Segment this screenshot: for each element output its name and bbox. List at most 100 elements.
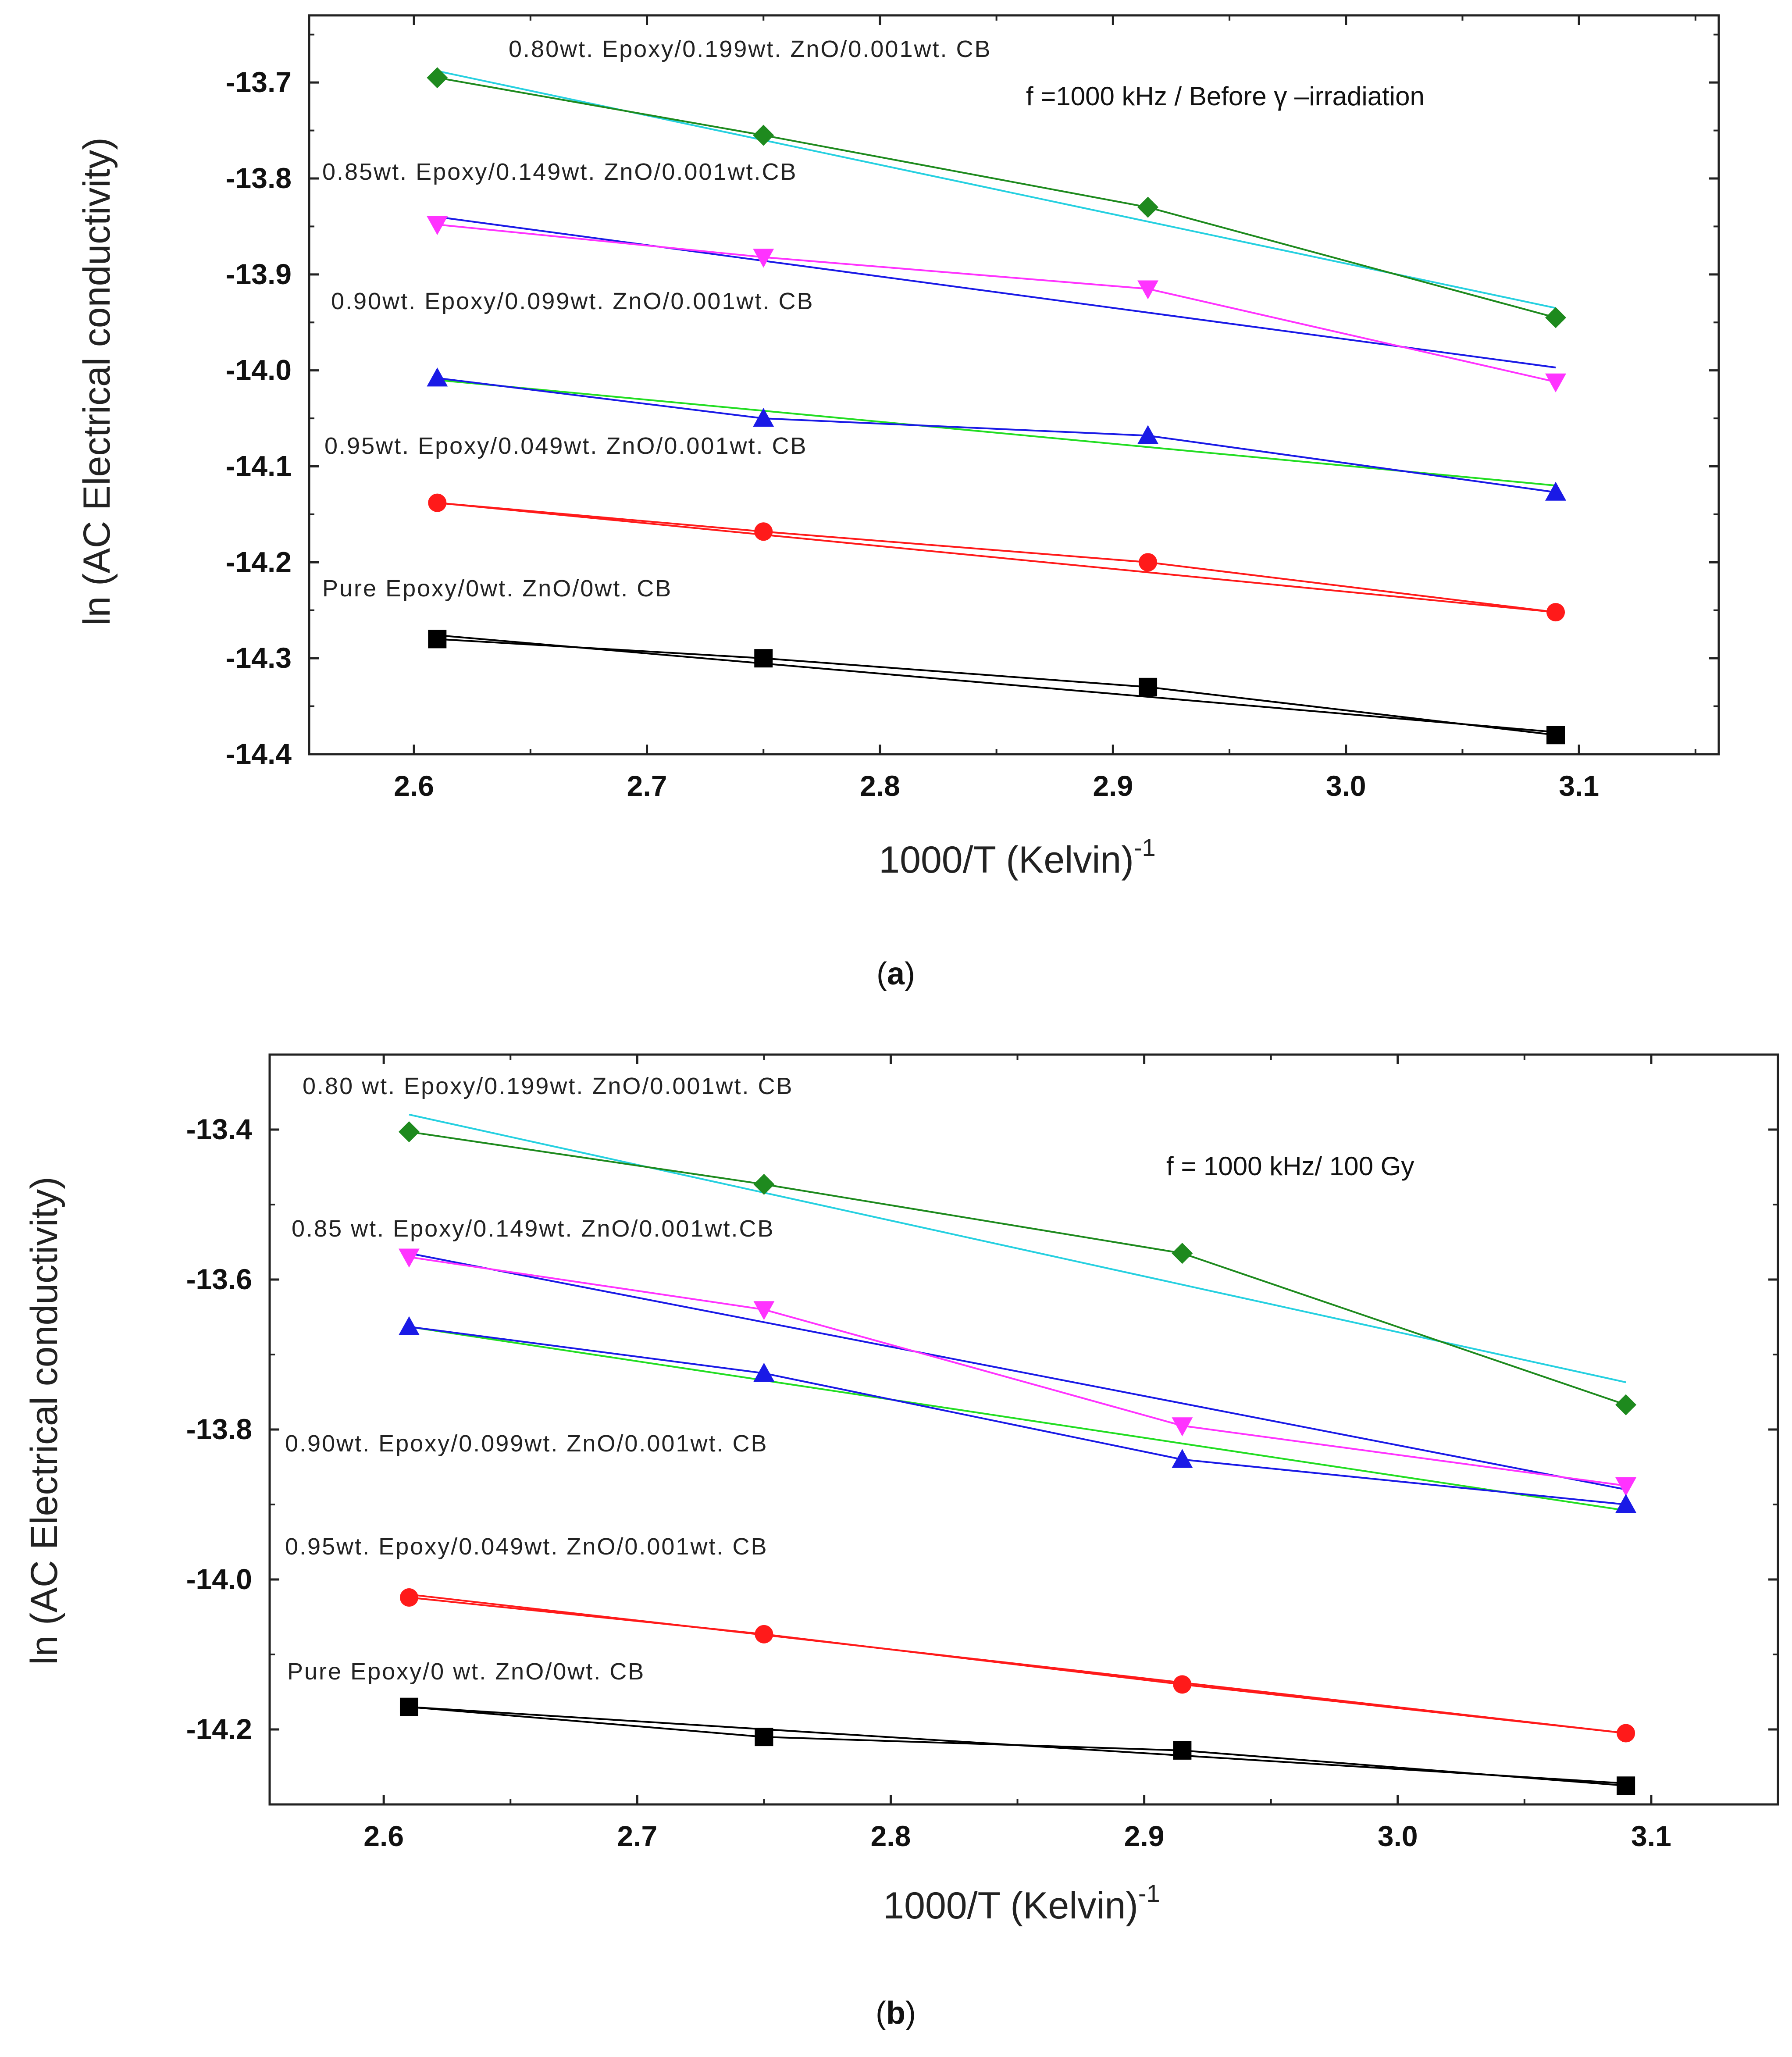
series-line	[437, 502, 1556, 613]
y-tick-label: -14.0	[226, 354, 292, 386]
x-tick-label: 2.6	[394, 770, 434, 802]
data-point-triangle-up	[753, 1362, 775, 1382]
x-axis-label-main: 1000/T (Kelvin)	[883, 1885, 1138, 1927]
series-label: 0.90wt. Epoxy/0.099wt. ZnO/0.001wt. CB	[285, 1430, 768, 1457]
y-tick-label: -14.2	[226, 545, 292, 578]
data-point-triangle-down	[1137, 280, 1159, 299]
y-tick-label: -13.6	[186, 1263, 252, 1295]
x-tick-label: 2.8	[860, 770, 900, 802]
y-tick-label: -13.7	[226, 66, 292, 98]
series-line	[409, 1597, 1626, 1734]
data-point-square	[399, 1697, 418, 1716]
data-point-circle	[755, 1625, 773, 1643]
series-line	[437, 638, 1556, 736]
y-tick-label: -14.0	[186, 1563, 252, 1595]
data-point-square	[428, 630, 447, 649]
x-tick-label: 2.9	[1124, 1820, 1165, 1852]
fit-line	[437, 379, 1556, 487]
y-axis-label: ln (AC Electrical conductivity)	[76, 137, 118, 626]
data-point-triangle-down	[1172, 1417, 1193, 1437]
data-point-diamond	[427, 67, 448, 89]
x-tick-label: 2.9	[1093, 770, 1133, 802]
x-tick-label: 3.0	[1326, 770, 1366, 802]
data-point-diamond	[1545, 307, 1567, 328]
fit-line	[409, 1113, 1626, 1383]
data-point-circle	[1173, 1675, 1192, 1694]
data-point-circle	[754, 522, 773, 541]
series-line	[437, 377, 1556, 493]
series-label: 0.90wt. Epoxy/0.099wt. ZnO/0.001wt. CB	[331, 288, 814, 314]
data-point-triangle-up	[1615, 1494, 1637, 1513]
data-point-diamond	[753, 1173, 775, 1195]
x-tick-label: 2.7	[617, 1820, 657, 1852]
plot-frame	[308, 14, 1720, 756]
x-tick-label: 2.6	[363, 1820, 404, 1852]
data-point-diamond	[398, 1121, 420, 1143]
x-axis-label-main: 1000/T (Kelvin)	[879, 839, 1134, 881]
data-point-triangle-down	[398, 1248, 420, 1268]
panel-a-chart: -13.7 -13.8 -13.9 -14.0 -14.1 -14.2 -14.…	[76, 14, 1720, 991]
data-point-square	[1546, 726, 1565, 745]
data-point-diamond	[753, 125, 774, 146]
series-line	[409, 1326, 1626, 1505]
series-label: Pure Epoxy/0wt. ZnO/0wt. CB	[322, 575, 672, 602]
panel-label: (b)	[876, 1996, 916, 2031]
x-axis-label: 1000/T (Kelvin)-1	[883, 1879, 1160, 1927]
data-point-triangle-down	[427, 216, 448, 235]
panel-letter: b	[886, 1996, 905, 2031]
data-point-circle	[428, 493, 447, 512]
data-point-triangle-up	[1137, 425, 1159, 444]
data-point-triangle-down	[753, 1301, 775, 1320]
x-axis-label: 1000/T (Kelvin)-1	[879, 834, 1155, 881]
data-point-triangle-down	[1545, 373, 1567, 392]
series-label: 0.85 wt. Epoxy/0.149wt. ZnO/0.001wt.CB	[292, 1216, 775, 1242]
y-tick-label: -14.1	[226, 450, 292, 482]
data-point-triangle-up	[1172, 1449, 1193, 1468]
y-tick-label: -13.8	[186, 1413, 252, 1445]
data-point-square	[1617, 1776, 1635, 1795]
series-line	[437, 77, 1556, 319]
x-tick-label: 3.1	[1559, 770, 1599, 802]
condition-annotation: f = 1000 kHz/ 100 Gy	[1166, 1151, 1414, 1181]
x-axis-label-exponent: -1	[1134, 834, 1156, 861]
data-point-square	[755, 1728, 773, 1747]
data-point-circle	[399, 1588, 418, 1607]
fit-line	[409, 1326, 1626, 1512]
data-point-triangle-up	[753, 408, 774, 427]
data-point-diamond	[1172, 1243, 1193, 1264]
data-point-diamond	[1615, 1394, 1637, 1415]
x-tick-label: 3.1	[1631, 1820, 1671, 1852]
y-tick-label: -14.3	[226, 642, 292, 674]
panel-label: (a)	[876, 956, 915, 991]
data-point-square	[754, 649, 773, 668]
x-tick-label: 2.7	[627, 770, 667, 802]
y-tick-label: -13.9	[226, 258, 292, 290]
y-tick-label: -14.2	[186, 1713, 252, 1745]
series-line	[437, 224, 1556, 383]
data-point-circle	[1617, 1724, 1635, 1743]
series-label: 0.95wt. Epoxy/0.049wt. ZnO/0.001wt. CB	[324, 433, 808, 459]
series-label: Pure Epoxy/0 wt. ZnO/0wt. CB	[287, 1658, 645, 1685]
series-label: 0.80 wt. Epoxy/0.199wt. ZnO/0.001wt. CB	[303, 1073, 794, 1099]
data-point-circle	[1139, 553, 1158, 572]
fit-line	[437, 502, 1556, 613]
data-point-diamond	[1137, 196, 1159, 218]
series-label: 0.85wt. Epoxy/0.149wt. ZnO/0.001wt.CB	[322, 159, 798, 185]
series-label: 0.80wt. Epoxy/0.199wt. ZnO/0.001wt. CB	[509, 36, 992, 62]
panel-letter: a	[887, 956, 905, 991]
data-point-square	[1139, 677, 1158, 696]
x-tick-label: 3.0	[1378, 1820, 1418, 1852]
y-tick-label: -14.4	[226, 738, 292, 770]
panel-b-chart: -13.4 -13.6 -13.8 -14.0 -14.2 2.6 2.7 2.…	[23, 1053, 1779, 2031]
data-point-triangle-up	[398, 1316, 420, 1335]
condition-annotation: f =1000 kHz / Before γ –irradiation	[1026, 82, 1425, 111]
data-point-triangle-down	[753, 249, 774, 268]
plot-frame	[268, 1053, 1779, 1806]
data-point-triangle-up	[427, 367, 448, 387]
x-axis-label-exponent: -1	[1138, 1879, 1160, 1907]
series-line	[409, 1131, 1626, 1406]
y-axis-label: ln (AC Electrical conductivity)	[23, 1176, 65, 1665]
y-tick-label: -13.4	[186, 1113, 253, 1145]
x-tick-label: 2.8	[871, 1820, 911, 1852]
